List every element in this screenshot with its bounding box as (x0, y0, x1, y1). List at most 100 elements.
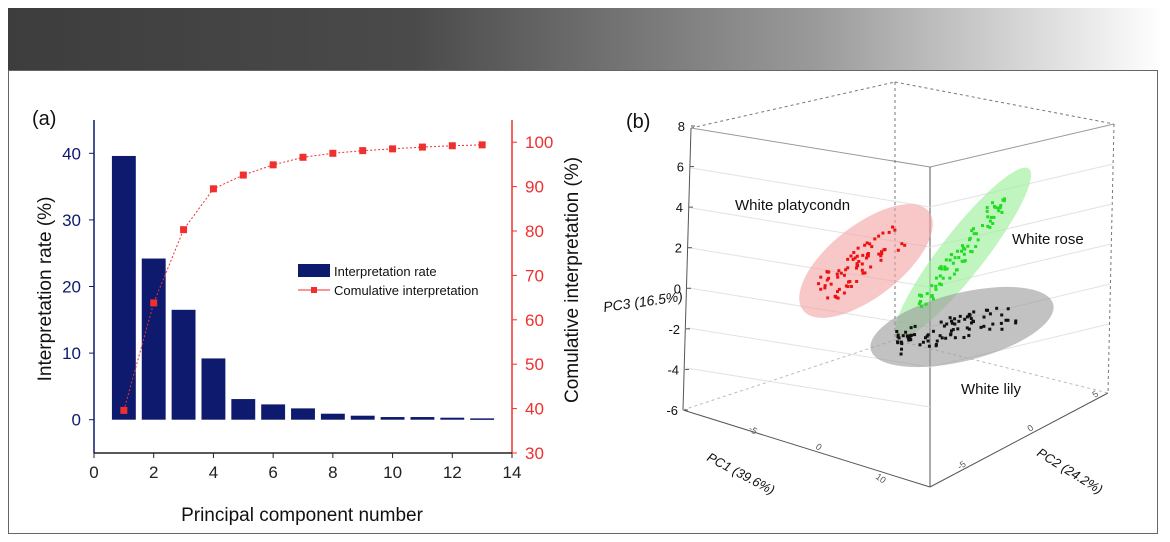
z-tick-label: -2 (668, 322, 680, 337)
point-platycondn (887, 230, 891, 234)
point-platycondn (852, 250, 856, 254)
point-rose (988, 225, 992, 229)
point-platycondn (823, 284, 827, 288)
panel-label-b: (b) (626, 111, 650, 133)
point-platycondn (869, 265, 873, 269)
y-right-tick-label: 70 (525, 266, 544, 285)
point-rose (917, 302, 921, 306)
box-edge (929, 123, 1115, 168)
bar (440, 417, 465, 420)
point-rose (972, 232, 976, 236)
point-rose (938, 274, 942, 278)
point-lily (899, 340, 903, 344)
point-rose (944, 258, 948, 262)
point-lily (956, 327, 960, 331)
point-lily (945, 322, 949, 326)
point-lily (949, 329, 953, 333)
y-right-tick-label: 60 (525, 311, 544, 330)
grid-line (690, 167, 931, 208)
point-lily (896, 340, 900, 344)
point-rose (960, 259, 964, 263)
point-lily (918, 343, 922, 347)
y-right-tick-label: 80 (525, 222, 544, 241)
cumulative-point (478, 141, 486, 149)
point-lily (967, 327, 971, 331)
point-rose (998, 206, 1002, 210)
point-platycondn (836, 296, 840, 300)
point-lily (971, 320, 975, 324)
point-lily (957, 319, 961, 323)
point-platycondn (836, 275, 840, 279)
point-lily (899, 352, 903, 356)
bar (380, 417, 405, 420)
point-rose (938, 282, 942, 286)
cumulative-point (389, 145, 397, 153)
point-platycondn (835, 272, 839, 276)
header-banner (8, 8, 1162, 70)
point-rose (920, 304, 924, 308)
point-lily (995, 306, 999, 310)
pc2-tick: 0 (1025, 423, 1035, 434)
group-label-lily: White lily (961, 381, 1022, 398)
point-rose (934, 287, 938, 291)
point-rose (930, 294, 934, 298)
point-platycondn (825, 278, 829, 282)
point-platycondn (882, 248, 886, 252)
cumulative-point (239, 171, 247, 179)
point-rose (1000, 211, 1004, 215)
point-lily (969, 321, 973, 325)
bar (111, 155, 136, 420)
point-lily (895, 329, 899, 333)
x-tick-label: 2 (149, 463, 158, 482)
point-lily (926, 339, 930, 343)
point-platycondn (879, 258, 883, 262)
point-platycondn (863, 243, 867, 247)
point-lily (896, 335, 900, 339)
point-lily (982, 324, 986, 328)
point-platycondn (865, 241, 869, 245)
point-rose (934, 284, 938, 288)
legend-label-rate: Interpretation rate (334, 264, 437, 279)
point-lily (934, 344, 938, 348)
bar (410, 417, 435, 420)
point-rose (999, 203, 1003, 207)
x-tick-label: 10 (383, 463, 402, 482)
point-platycondn (819, 275, 823, 279)
point-platycondn (827, 276, 831, 280)
bar (350, 415, 375, 420)
point-platycondn (877, 234, 881, 238)
box-edge (682, 339, 896, 411)
point-rose (931, 297, 935, 301)
point-lily (923, 336, 927, 340)
point-rose (960, 244, 964, 248)
x-axis-label-b: PC1 (39.6%) (705, 449, 778, 497)
point-platycondn (853, 256, 857, 260)
point-platycondn (829, 282, 833, 286)
point-rose (939, 283, 943, 287)
point-platycondn (823, 286, 827, 290)
point-rose (950, 253, 954, 257)
cumulative-point (329, 149, 337, 157)
panel-label-a: (a) (32, 108, 56, 130)
z-tick-label: 8 (678, 119, 685, 134)
y-right-tick-label: 90 (525, 178, 544, 197)
ellipse-platycondn (799, 204, 933, 318)
point-rose (988, 219, 992, 223)
point-rose (991, 221, 995, 225)
box-edge (690, 127, 931, 168)
point-rose (953, 256, 957, 260)
point-rose (990, 201, 994, 205)
point-rose (943, 267, 947, 271)
point-rose (956, 249, 960, 253)
point-rose (940, 267, 944, 271)
point-rose (976, 238, 980, 242)
x-tick-label: 14 (503, 463, 522, 482)
point-rose (992, 204, 996, 208)
point-rose (974, 232, 978, 236)
point-platycondn (863, 271, 867, 275)
legend-label-cumulative: Comulative interpretation (334, 283, 479, 298)
point-platycondn (873, 237, 877, 241)
group-label-rose: White rose (1012, 231, 1084, 248)
point-lily (900, 342, 904, 346)
point-platycondn (866, 251, 870, 255)
